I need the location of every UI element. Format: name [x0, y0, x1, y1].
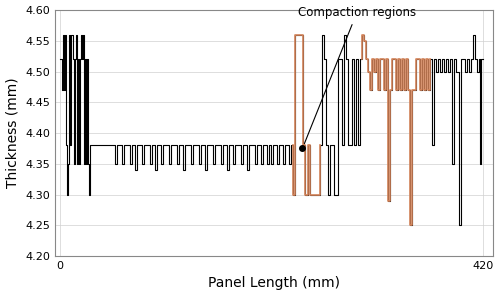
- Y-axis label: Thickness (mm): Thickness (mm): [6, 78, 20, 188]
- Text: Compaction regions: Compaction regions: [298, 6, 416, 146]
- X-axis label: Panel Length (mm): Panel Length (mm): [208, 276, 340, 290]
